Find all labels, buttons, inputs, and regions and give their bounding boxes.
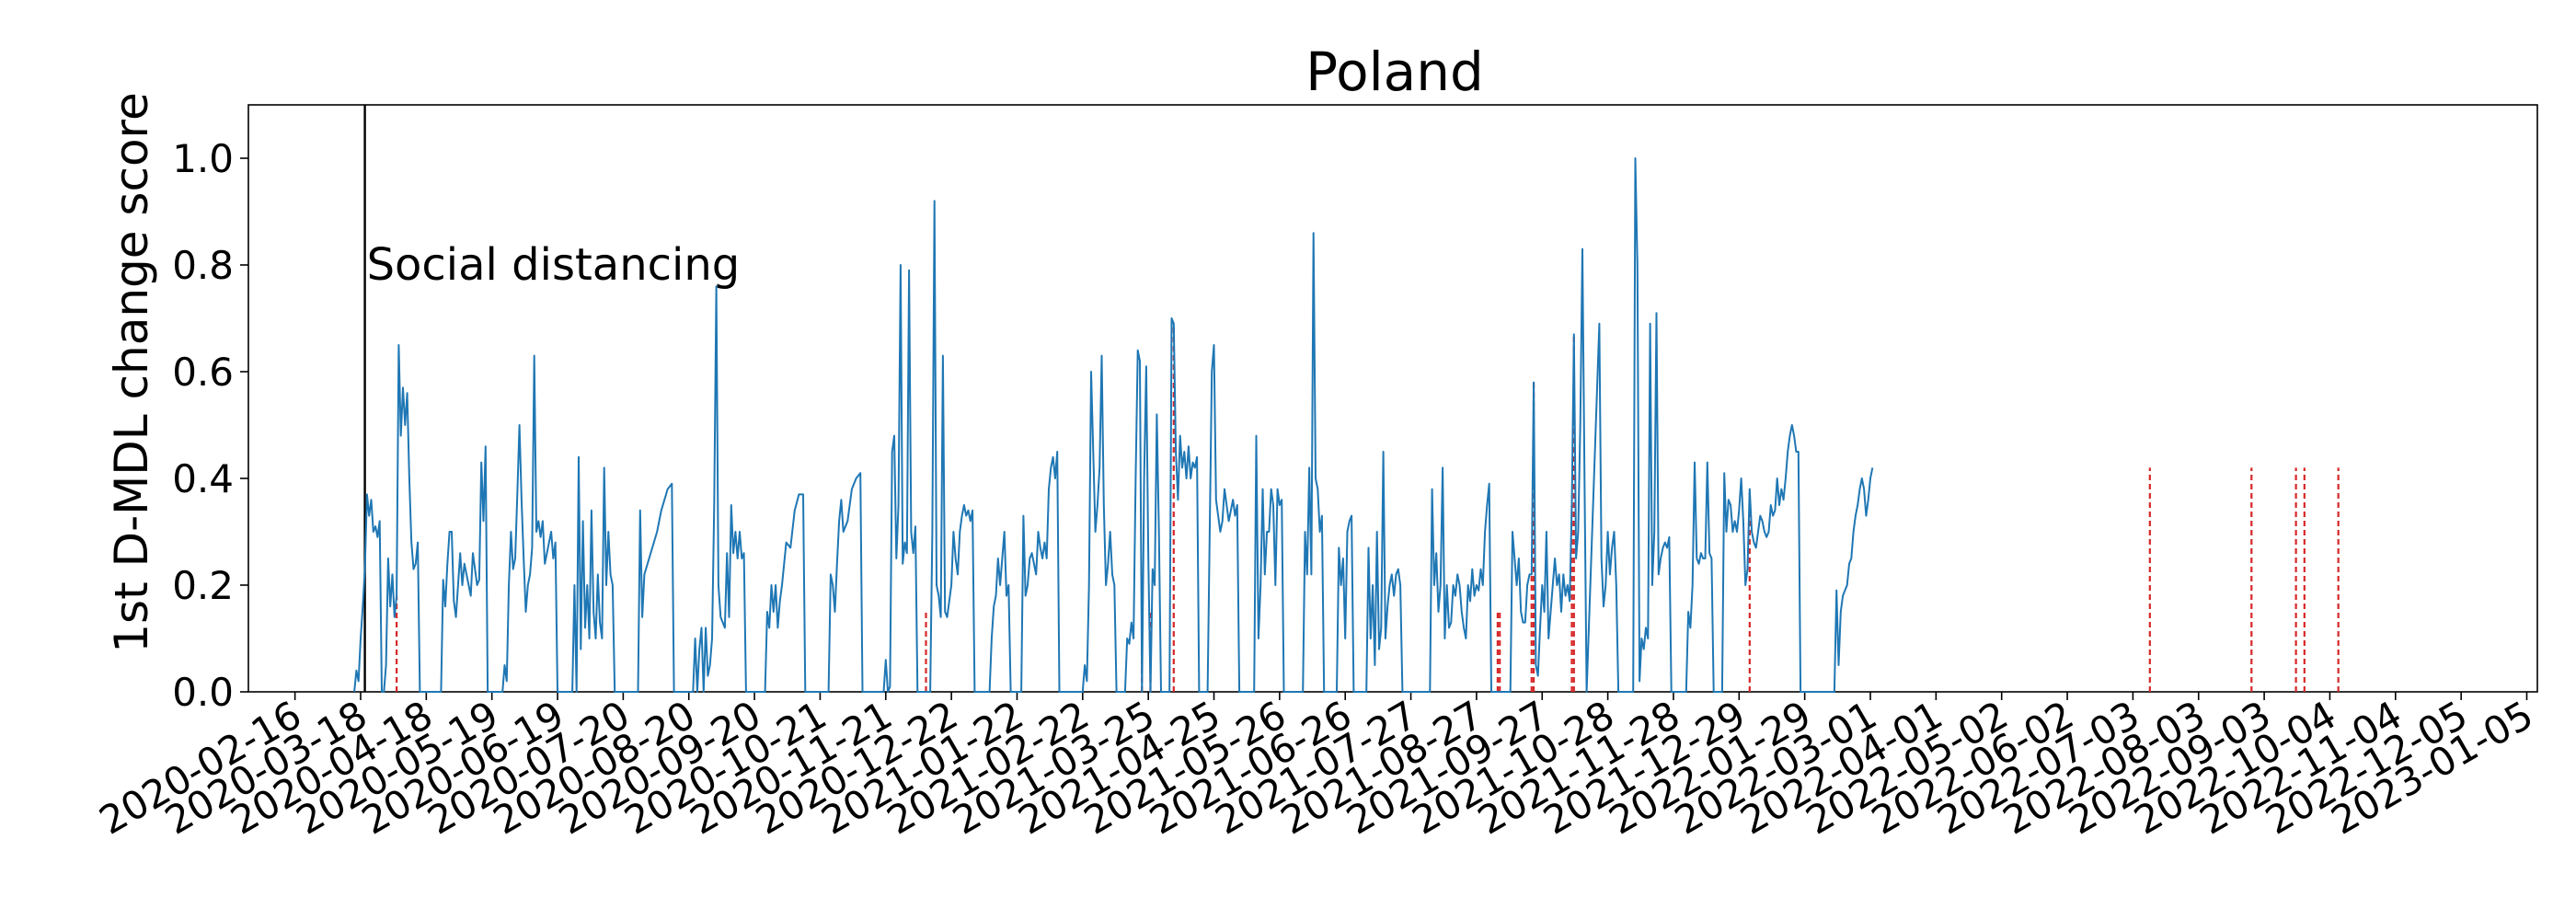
y-tick-label: 0.4 [172, 456, 234, 501]
y-tick-label: 0.6 [172, 350, 234, 395]
y-tick-label: 1.0 [172, 136, 234, 181]
y-axis-label: 1st D-MDL change score [105, 92, 158, 653]
chart-title: Poland [1305, 40, 1484, 103]
social-distancing-label: Social distancing [367, 239, 741, 291]
series-line [353, 157, 1874, 693]
y-tick-label: 0.0 [172, 670, 234, 715]
y-tick-label: 0.2 [172, 563, 234, 608]
y-tick-label: 0.8 [172, 243, 234, 288]
plot-area: 0.00.20.40.60.81.02020-02-162020-03-1820… [92, 104, 2540, 844]
plot-frame [247, 104, 2538, 693]
